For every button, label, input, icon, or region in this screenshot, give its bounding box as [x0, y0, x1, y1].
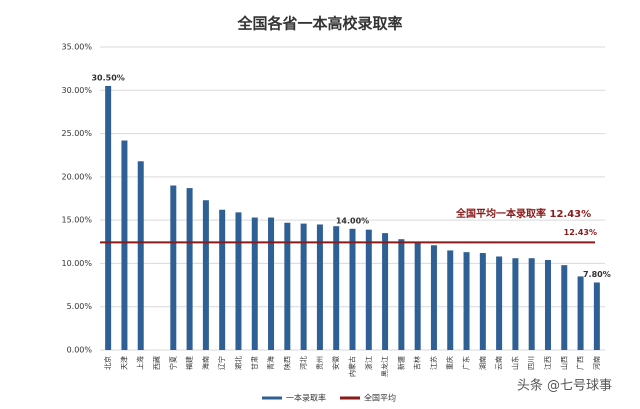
x-tick-label: 海南 [201, 356, 210, 370]
x-tick-label: 贵州 [315, 356, 324, 370]
bar [235, 212, 242, 350]
bar [447, 250, 454, 350]
x-tick-label: 上海 [136, 356, 145, 370]
y-tick-label: 15.00% [61, 216, 92, 225]
x-tick-label: 山东 [510, 356, 519, 370]
chart-title: 全国各省一本高校录取率 [236, 15, 402, 33]
bar [512, 258, 519, 350]
bar [316, 224, 323, 350]
watermark: 头条 @七号球事 [517, 378, 612, 394]
x-tick-label: 山西 [559, 356, 568, 370]
bar [544, 259, 551, 350]
x-tick-label: 四川 [528, 356, 536, 370]
x-tick-label: 河北 [300, 356, 308, 370]
x-tick-label: 北京 [103, 356, 112, 370]
x-tick-label: 黑龙江 [380, 356, 389, 377]
bar [300, 223, 307, 350]
bar [479, 253, 486, 350]
x-tick-label: 河南 [592, 356, 601, 370]
bar [219, 209, 226, 350]
data-label: 30.50% [91, 73, 124, 82]
x-tick-label: 甘肃 [250, 356, 259, 370]
x-tick-label: 江苏 [429, 356, 438, 370]
x-tick-label: 浙江 [364, 356, 373, 370]
bar [121, 140, 128, 350]
legend-label: 一本录取率 [286, 393, 326, 403]
x-tick-label: 西藏 [152, 356, 161, 370]
bar [349, 228, 356, 350]
x-tick-label: 湖北 [233, 356, 242, 370]
bar [284, 222, 291, 350]
average-label: 12.43% [564, 228, 597, 237]
x-tick-label: 天津 [120, 356, 128, 370]
x-tick-label: 辽宁 [217, 356, 226, 370]
y-tick-label: 20.00% [61, 172, 92, 181]
x-tick-label: 江西 [544, 356, 552, 370]
bar [251, 217, 258, 350]
x-tick-label: 吉林 [413, 356, 422, 370]
bar [528, 258, 535, 350]
bar [333, 226, 340, 350]
y-tick-label: 5.00% [67, 302, 93, 311]
bar [382, 233, 389, 350]
bar [414, 241, 421, 350]
bar [105, 85, 112, 350]
y-tick-label: 30.00% [61, 86, 92, 95]
legend-label: 全国平均 [364, 393, 396, 403]
x-tick-label: 福建 [185, 356, 194, 370]
x-tick-label: 宁夏 [168, 356, 177, 370]
x-tick-label: 广西 [576, 356, 585, 370]
bar [463, 252, 470, 350]
bar [430, 245, 437, 350]
x-tick-label: 新疆 [396, 356, 405, 370]
bar [137, 161, 144, 350]
bar [365, 229, 372, 350]
x-tick-label: 内蒙古 [348, 356, 357, 377]
bar [268, 217, 275, 350]
y-tick-label: 0.00% [67, 346, 93, 355]
x-tick-label: 云南 [494, 356, 503, 370]
bar [593, 282, 600, 350]
annotation: 全国平均一本录取率 12.43% [455, 207, 591, 220]
x-tick-label: 陕西 [282, 356, 291, 370]
x-tick-label: 重庆 [445, 356, 454, 370]
data-label: 14.00% [336, 216, 369, 225]
bar [170, 185, 177, 350]
data-label: 7.80% [583, 270, 611, 279]
bar [496, 256, 503, 350]
x-tick-label: 安徽 [331, 356, 340, 370]
bar [561, 265, 568, 350]
bar [186, 188, 193, 350]
x-tick-label: 湖南 [478, 356, 487, 370]
x-tick-label: 广东 [462, 356, 471, 370]
bar [398, 239, 405, 350]
y-tick-label: 25.00% [61, 129, 92, 138]
bar [577, 276, 584, 350]
y-tick-label: 35.00% [61, 43, 92, 52]
bar [202, 200, 209, 350]
x-tick-label: 青海 [266, 356, 275, 370]
y-tick-label: 10.00% [61, 259, 92, 268]
